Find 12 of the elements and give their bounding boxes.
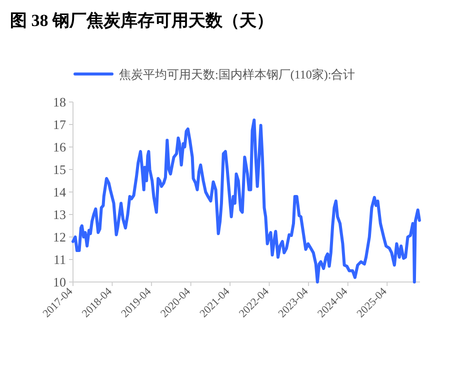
y-tick-label: 10	[53, 274, 66, 290]
y-tick-label: 11	[53, 252, 66, 267]
legend-label: 焦炭平均可用天数:国内样本钢厂(110家):合计	[119, 68, 356, 82]
y-tick-label: 12	[53, 230, 66, 244]
chart-title: 图 38 钢厂焦炭库存可用天数（天）	[10, 11, 274, 30]
legend: 焦炭平均可用天数:国内样本钢厂(110家):合计	[74, 68, 356, 82]
y-tick-label: 15	[53, 162, 66, 177]
y-tick-label: 14	[53, 184, 66, 200]
y-tick-label: 13	[53, 207, 66, 222]
y-tick-label: 16	[53, 140, 66, 154]
y-tick-label: 17	[53, 117, 66, 132]
y-tick-label: 18	[53, 94, 66, 110]
